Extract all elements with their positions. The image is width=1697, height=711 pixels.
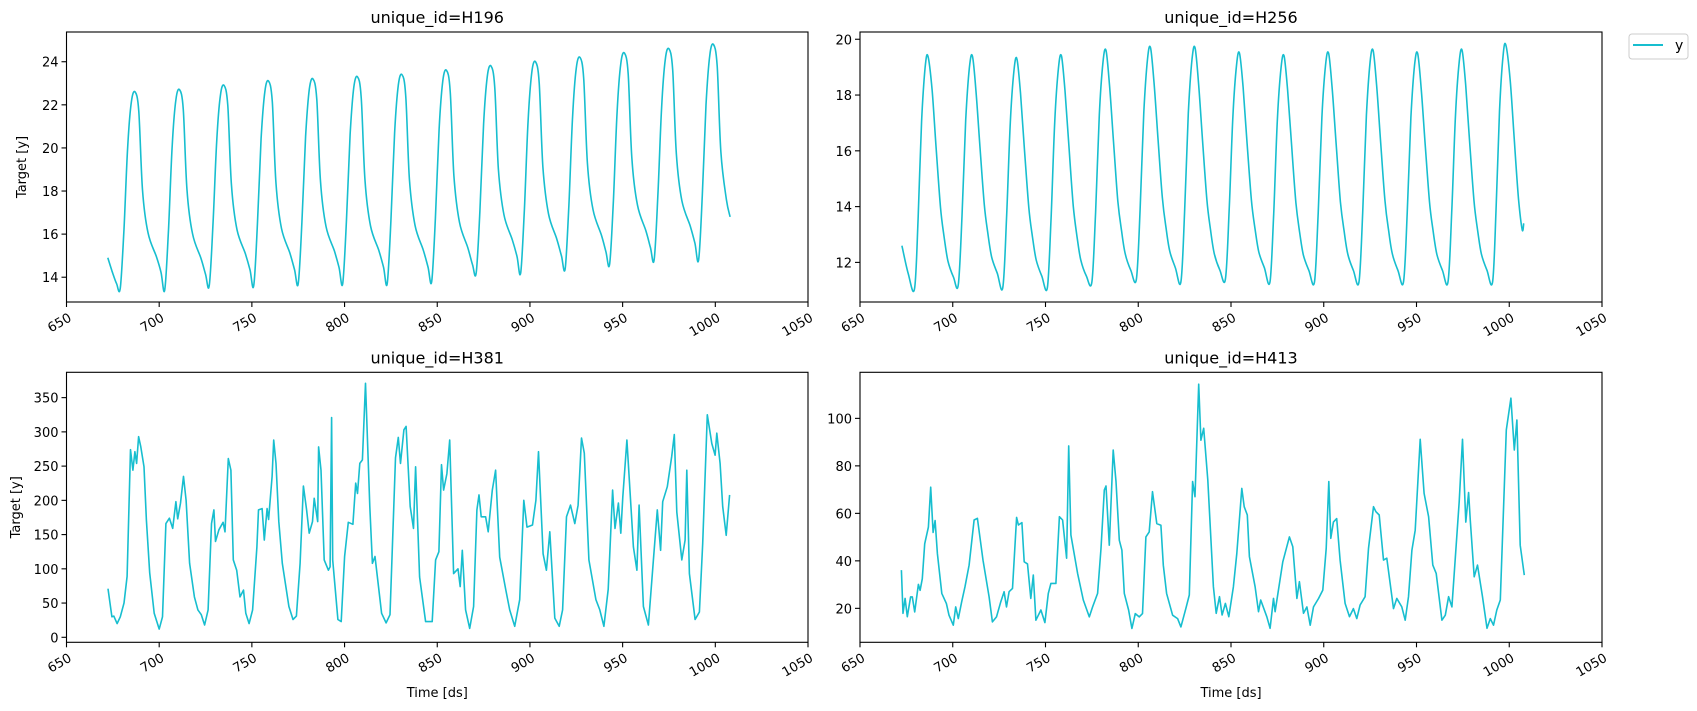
y-tick-label: 0: [50, 631, 58, 646]
y-tick-label: 300: [34, 426, 59, 441]
y-tick-label: 22: [42, 99, 59, 114]
subplot-title: unique_id=H256: [1164, 8, 1297, 28]
y-tick-label: 14: [42, 271, 59, 286]
y-tick-label: 150: [34, 529, 59, 544]
y-tick-label: 60: [835, 507, 852, 522]
y-tick-label: 100: [827, 412, 852, 427]
y-tick-label: 50: [42, 597, 59, 612]
series-line-y: [901, 42, 1525, 293]
subplot-title: unique_id=H381: [371, 348, 504, 368]
y-tick-label: 80: [835, 460, 852, 475]
x-axis-label: Time [ds]: [406, 686, 468, 701]
y-tick-label: 20: [835, 33, 852, 48]
legend-label: y: [1675, 38, 1683, 54]
series-line-y: [900, 383, 1526, 630]
y-tick-label: 20: [42, 142, 59, 157]
subplot-title: unique_id=H413: [1164, 348, 1297, 368]
legend-box: [1628, 33, 1689, 60]
series-line-y: [107, 382, 731, 630]
y-tick-label: 200: [34, 494, 59, 509]
y-tick-label: 24: [42, 56, 59, 71]
y-tick-label: 16: [42, 228, 59, 243]
y-tick-label: 18: [42, 185, 59, 200]
y-tick-label: 40: [835, 555, 852, 570]
x-axis-label: Time [ds]: [1199, 686, 1261, 701]
subplot-title: unique_id=H196: [371, 8, 504, 28]
y-axis-label: Target [y]: [15, 136, 30, 199]
y-axis-label: Target [y]: [9, 476, 24, 539]
y-tick-label: 20: [835, 602, 852, 617]
legend: y: [1628, 33, 1689, 60]
y-tick-label: 12: [835, 256, 852, 271]
y-tick-label: 100: [34, 563, 59, 578]
series-line-y: [107, 43, 731, 293]
y-tick-label: 250: [34, 460, 59, 475]
y-tick-label: 14: [835, 201, 852, 216]
y-tick-label: 350: [34, 392, 59, 407]
y-tick-label: 18: [835, 89, 852, 104]
y-tick-label: 16: [835, 145, 852, 160]
